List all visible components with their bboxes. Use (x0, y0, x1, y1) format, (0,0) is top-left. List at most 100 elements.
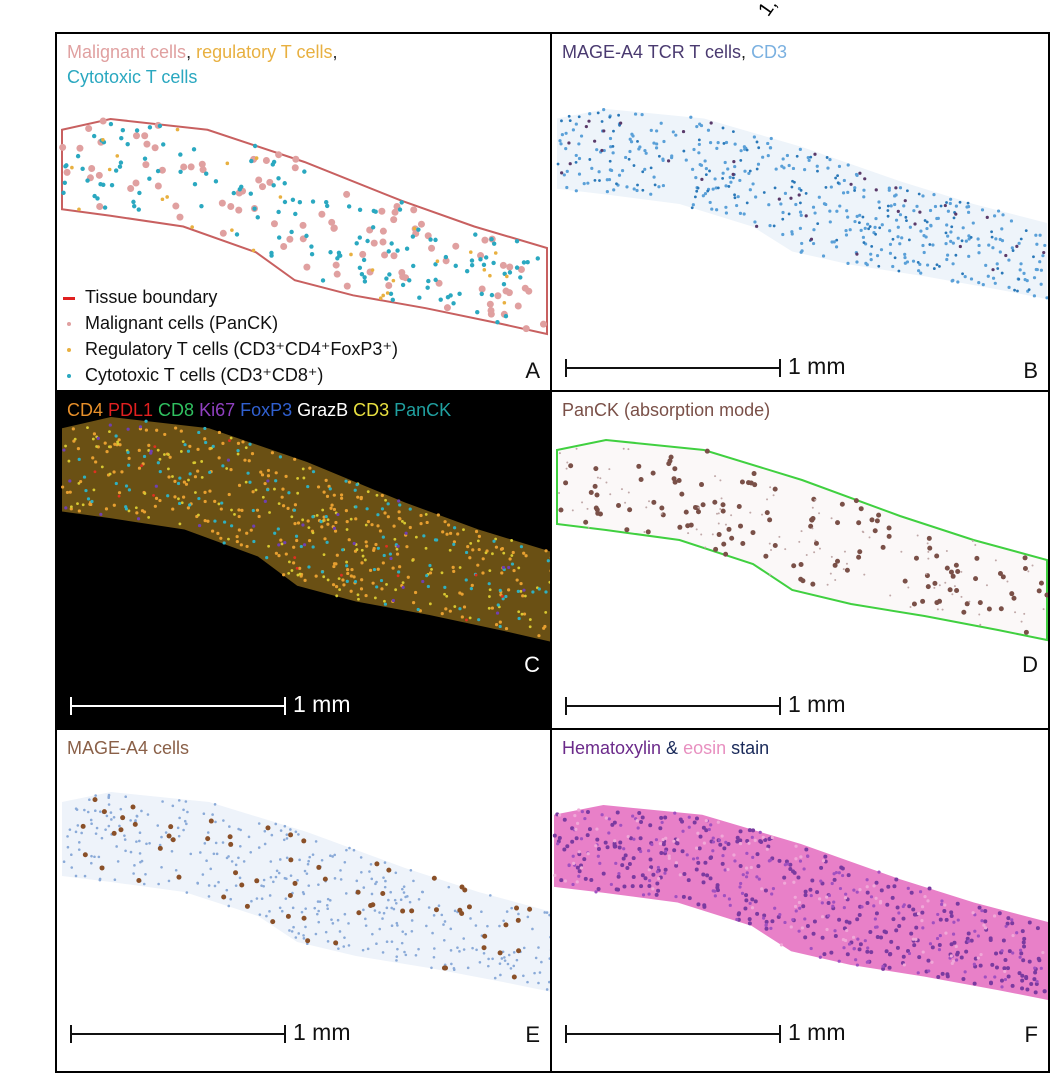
cell (269, 250, 274, 256)
cell (107, 445, 111, 449)
cell (345, 560, 348, 564)
cell (473, 232, 478, 237)
cell (980, 909, 984, 913)
cell (658, 841, 662, 846)
cell (699, 482, 705, 488)
cell (443, 963, 447, 967)
cell (304, 925, 307, 929)
cell (147, 125, 153, 130)
cell (412, 879, 415, 883)
cell (124, 849, 127, 853)
cell (584, 125, 588, 129)
cell (426, 278, 431, 284)
cell (132, 203, 137, 209)
cell (947, 587, 953, 593)
cell (701, 880, 706, 885)
cell (294, 936, 298, 939)
cell (918, 210, 922, 214)
cell (266, 474, 271, 478)
cell (663, 871, 667, 875)
cell (672, 848, 677, 853)
cell (480, 910, 483, 914)
cell (835, 238, 839, 242)
cell (177, 834, 181, 838)
legend-label: Cytotoxic T cells (CD3⁺CD8⁺) (85, 365, 324, 385)
cell (1036, 588, 1042, 594)
cell (357, 597, 360, 601)
cell (874, 232, 877, 236)
cell (844, 892, 848, 896)
cell (797, 900, 802, 905)
cell (278, 195, 283, 199)
cell (300, 910, 304, 914)
cell (227, 904, 231, 908)
cell (407, 278, 412, 283)
cell (234, 863, 238, 867)
cell (1034, 233, 1038, 237)
cell (587, 827, 592, 832)
cell (945, 223, 949, 227)
cell (227, 537, 230, 541)
cell (334, 562, 338, 566)
cell (273, 531, 277, 535)
cell (452, 569, 456, 573)
cell (404, 531, 408, 535)
cell (822, 952, 827, 957)
cell (966, 931, 971, 936)
cell (390, 940, 394, 943)
cell (650, 470, 656, 476)
cell (648, 500, 651, 503)
cell (777, 197, 781, 201)
cell (779, 943, 784, 947)
cell (708, 169, 711, 173)
cell (842, 906, 846, 910)
cell (874, 216, 878, 221)
cell (409, 908, 415, 914)
panel-title: Hematoxylin & eosin stain (562, 736, 769, 761)
cell (715, 146, 719, 150)
cell (934, 600, 940, 606)
cell (378, 529, 383, 533)
cell (908, 225, 912, 229)
cell (249, 158, 254, 164)
cell (275, 151, 283, 159)
cell (203, 426, 207, 431)
cell (686, 878, 691, 883)
cell (157, 123, 163, 129)
cell (938, 934, 942, 938)
cell (805, 923, 810, 928)
cell (835, 209, 839, 213)
cell (408, 525, 412, 530)
cell (778, 535, 781, 538)
cell (812, 919, 817, 924)
cell (202, 812, 206, 816)
cell (994, 559, 997, 562)
cell (704, 828, 709, 833)
cell (501, 281, 507, 287)
cell (574, 160, 578, 164)
cell (801, 904, 806, 909)
cell (1000, 574, 1006, 580)
cell (206, 519, 210, 523)
cell (608, 136, 613, 141)
cell (619, 823, 623, 827)
cell (713, 546, 719, 552)
cell (926, 263, 930, 267)
cell (711, 849, 715, 853)
cell (982, 923, 986, 927)
cell (137, 190, 142, 196)
cell (237, 528, 241, 532)
legend-label: Tissue boundary (85, 287, 218, 307)
cell (469, 541, 473, 545)
cell (280, 542, 284, 546)
cell (894, 186, 898, 190)
cell (345, 564, 349, 568)
cell (177, 497, 180, 501)
cell (262, 156, 270, 164)
legend-swatch (67, 322, 71, 327)
cell (925, 572, 928, 575)
cell (287, 560, 291, 564)
cell (344, 509, 348, 513)
cell (772, 543, 778, 549)
cell (135, 511, 139, 515)
